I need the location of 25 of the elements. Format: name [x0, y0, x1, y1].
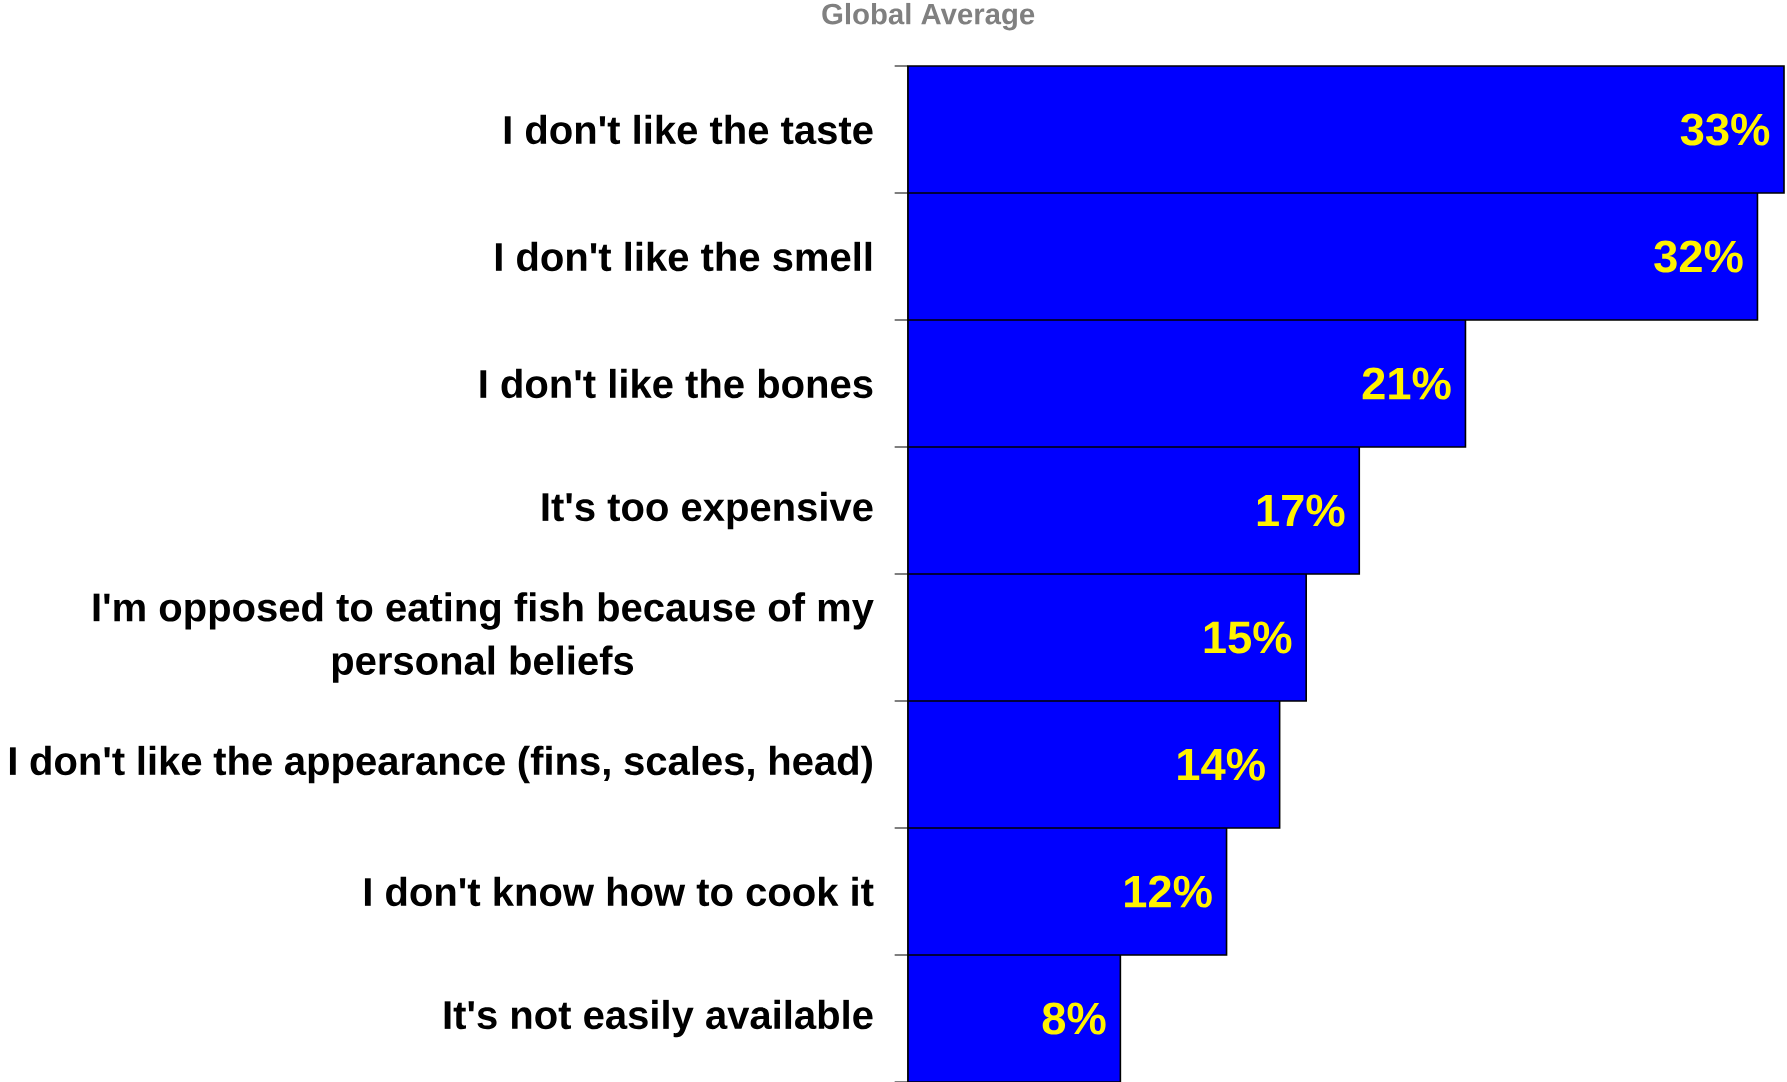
bar: [907, 446, 1361, 575]
data-label: 17%: [1257, 494, 1345, 527]
data-label: 33%: [1680, 113, 1770, 146]
y-tick-label: I don't like the appearance (fins, scales, head): [9, 745, 872, 784]
y-tick-label: I don't like the bones: [480, 368, 873, 399]
data-label: 14%: [1178, 748, 1265, 781]
bar: [907, 954, 1122, 1082]
y-tick-label: I don't like the smell: [495, 241, 872, 272]
chart-title: Global Average: [822, 2, 1035, 31]
y-tick-label: I don't know how to cook it: [364, 876, 874, 907]
data-label: 15%: [1204, 621, 1292, 654]
data-label: 21%: [1362, 367, 1451, 400]
y-tick-label: I'm opposed to eating fish because of my personal beliefs: [93, 592, 874, 683]
y-tick-label: I don't like the taste: [504, 114, 873, 145]
y-tick-label: It's too expensive: [542, 491, 873, 530]
bar: [907, 700, 1281, 829]
bar: [908, 66, 1785, 194]
bar: [907, 827, 1228, 956]
bar: [907, 192, 1759, 321]
y-tick-label: It's not easily available: [444, 999, 873, 1038]
data-label: 8%: [1042, 1002, 1106, 1035]
bar: [907, 573, 1307, 702]
data-label: 12%: [1125, 875, 1212, 908]
data-label: 32%: [1654, 240, 1743, 273]
bar: [907, 319, 1467, 448]
